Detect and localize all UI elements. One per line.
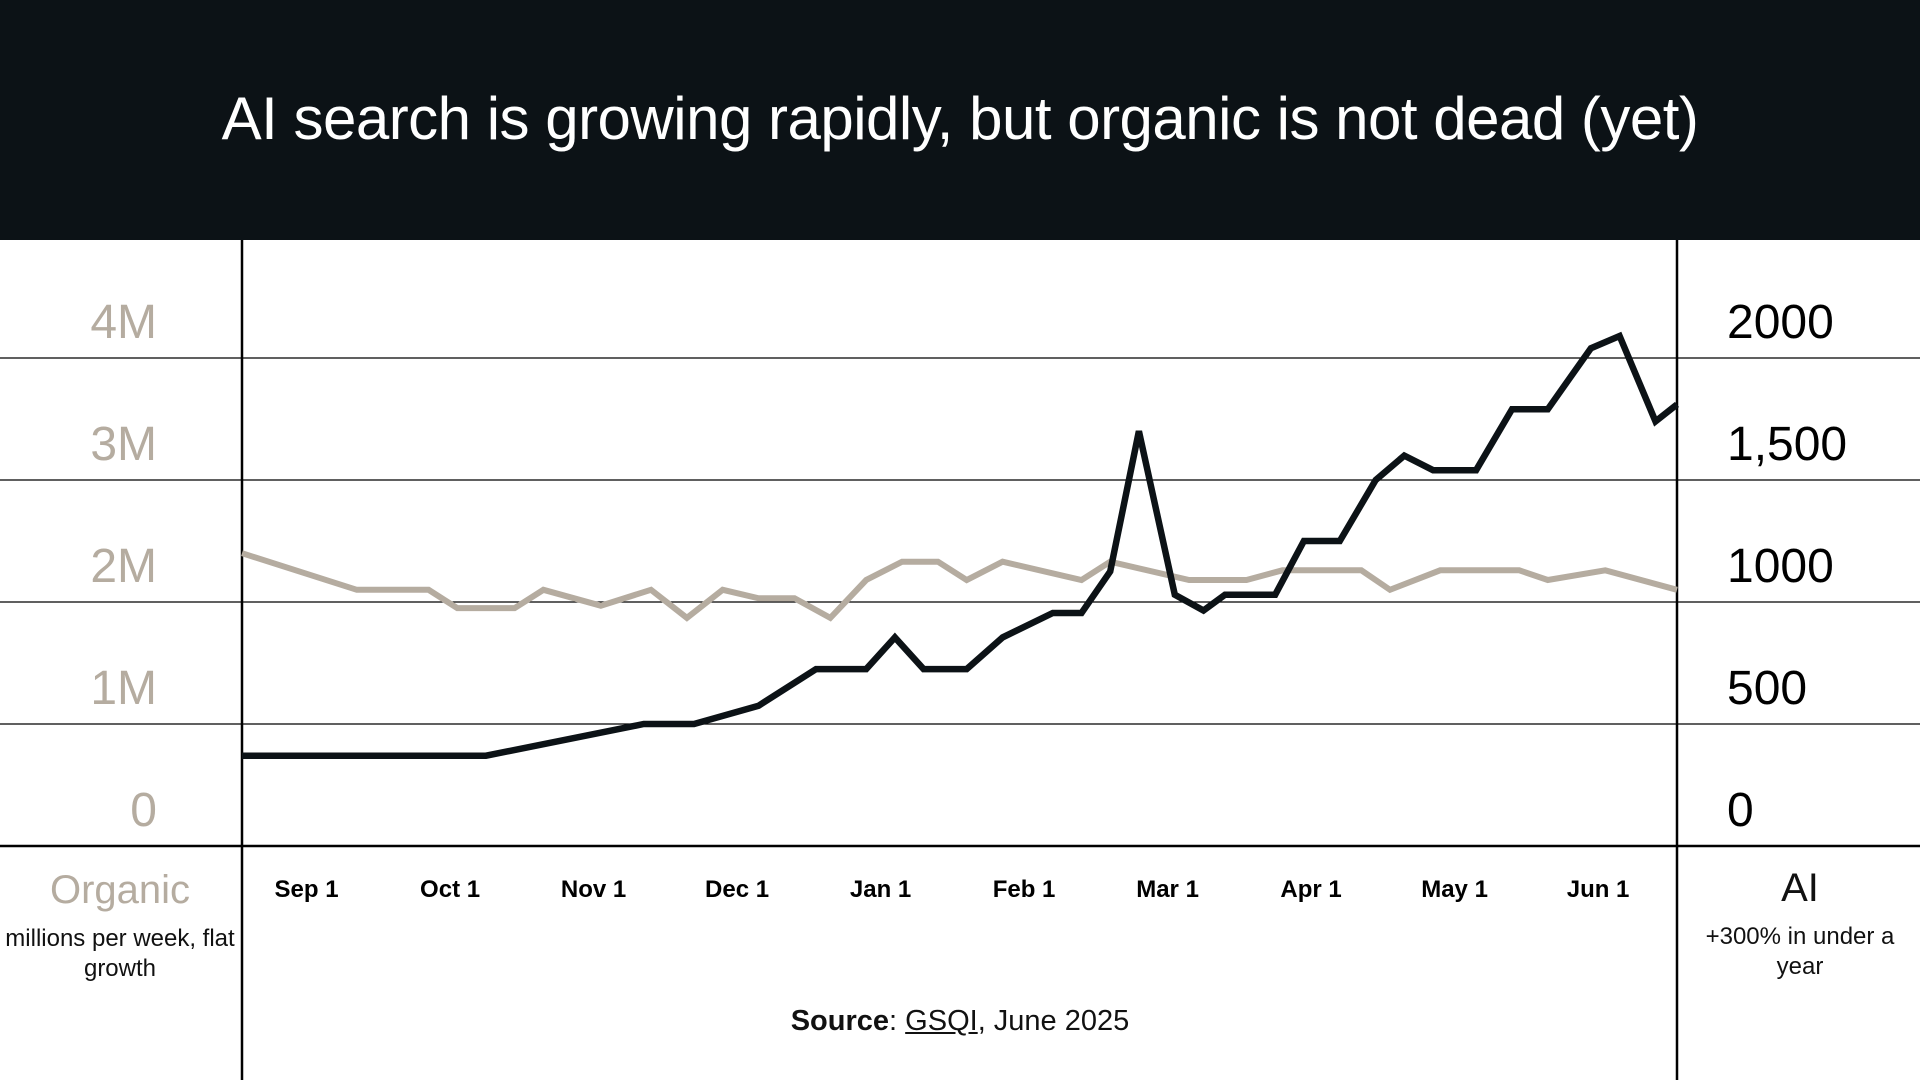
left-tick-label: 0	[130, 784, 157, 837]
left-tick-label: 3M	[90, 418, 157, 471]
left-tick-label: 1M	[90, 662, 157, 715]
left-tick-label: 2M	[90, 540, 157, 593]
right-tick-label: 0	[1727, 784, 1754, 837]
x-tick-label: Dec 1	[705, 876, 769, 903]
left-axis-name: Organic	[49, 868, 191, 912]
x-tick-label: Nov 1	[561, 876, 626, 903]
left-tick-label: 4M	[90, 296, 157, 349]
chart-title: AI search is growing rapidly, but organi…	[221, 84, 1699, 152]
source-suffix: , June 2025	[977, 1005, 1130, 1037]
x-tick-label: Sep 1	[275, 876, 339, 903]
ai-series-line	[242, 331, 1680, 759]
source-link[interactable]: GSQI	[905, 1005, 978, 1037]
source-note: Source: GSQI, June 2025	[240, 1005, 1680, 1038]
series-lines	[241, 331, 1680, 759]
gridlines	[0, 357, 1920, 725]
x-tick-label: Mar 1	[1136, 876, 1199, 903]
left-axis-ticks: 0 1M 2M 3M 4M	[90, 296, 157, 837]
organic-series-line	[241, 550, 1678, 622]
chart-area: 0 1M 2M 3M 4M 0 500 1000 1,500 2000 Sep 1 Oct 1 No…	[0, 240, 1920, 1080]
x-tick-label: Apr 1	[1280, 876, 1341, 903]
source-separator: :	[889, 1005, 906, 1037]
x-tick-label: May 1	[1421, 876, 1488, 903]
chart-frame	[0, 240, 1920, 1080]
x-axis-ticks: Sep 1 Oct 1 Nov 1 Dec 1 Jan 1 Feb 1 Mar 1 Apr 1…	[275, 876, 1630, 903]
x-tick-label: Jan 1	[850, 876, 911, 903]
x-tick-label: Feb 1	[993, 876, 1056, 903]
left-axis-subtitle: millions per week, flat growth	[5, 925, 235, 982]
chart-header: AI search is growing rapidly, but organi…	[0, 0, 1920, 240]
right-tick-label: 500	[1727, 662, 1807, 715]
right-axis-ticks: 0 500 1000 1,500 2000	[1727, 296, 1847, 837]
right-tick-label: 1000	[1727, 540, 1834, 593]
x-tick-label: Jun 1	[1567, 876, 1630, 903]
x-tick-label: Oct 1	[420, 876, 480, 903]
right-tick-label: 1,500	[1727, 418, 1847, 471]
right-tick-label: 2000	[1727, 296, 1834, 349]
right-axis-name: AI	[1781, 866, 1819, 910]
right-axis-subtitle: +300% in under a year	[1705, 923, 1895, 980]
source-label: Source	[790, 1005, 890, 1037]
